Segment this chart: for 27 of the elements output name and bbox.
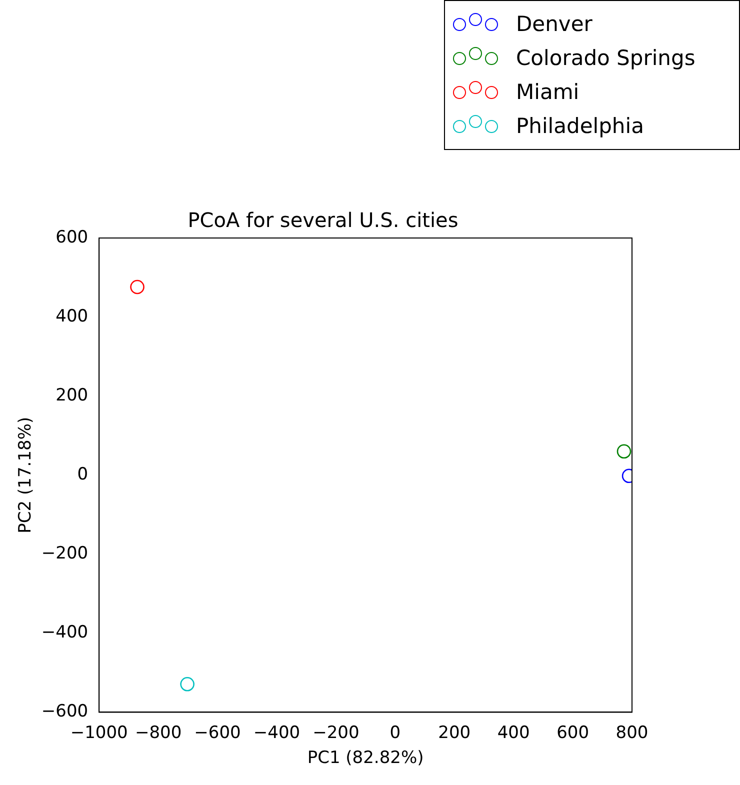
point <box>180 676 194 692</box>
x-tick-label: −200 <box>312 722 360 743</box>
x-tick-label: −600 <box>194 722 241 743</box>
y-tick-label: −400 <box>41 622 88 643</box>
point <box>130 280 144 294</box>
x-tick-label: −800 <box>134 722 182 743</box>
y-tick-label: 200 <box>56 385 88 406</box>
y-tick-label: −200 <box>41 544 88 564</box>
x-tick-label: 0 <box>390 722 401 743</box>
legend-label: Colorado Springs <box>516 46 696 70</box>
x-tick-label: −400 <box>253 722 300 743</box>
chart-title: PCoA for several U.S. cities <box>188 208 458 232</box>
x-tick-label: 800 <box>616 722 648 743</box>
legend-label: Miami <box>516 80 580 104</box>
legend-label: Denver <box>516 12 592 36</box>
x-tick-label: 200 <box>438 722 471 743</box>
x-tick-label: 600 <box>556 722 590 743</box>
x-axis-title: PC1 (82.82%) <box>307 748 424 768</box>
legend-label: Philadelphia <box>516 114 644 138</box>
point <box>616 444 632 459</box>
y-tick-label: −600 <box>41 702 88 722</box>
y-tick-label: 0 <box>77 464 88 485</box>
x-tick-label: −1000 <box>70 722 128 743</box>
y-axis-title: PC2 (17.18%) <box>16 416 36 534</box>
y-tick-label: 400 <box>56 306 88 326</box>
y-tick-label: 600 <box>56 227 88 248</box>
x-tick-label: 400 <box>497 722 530 743</box>
